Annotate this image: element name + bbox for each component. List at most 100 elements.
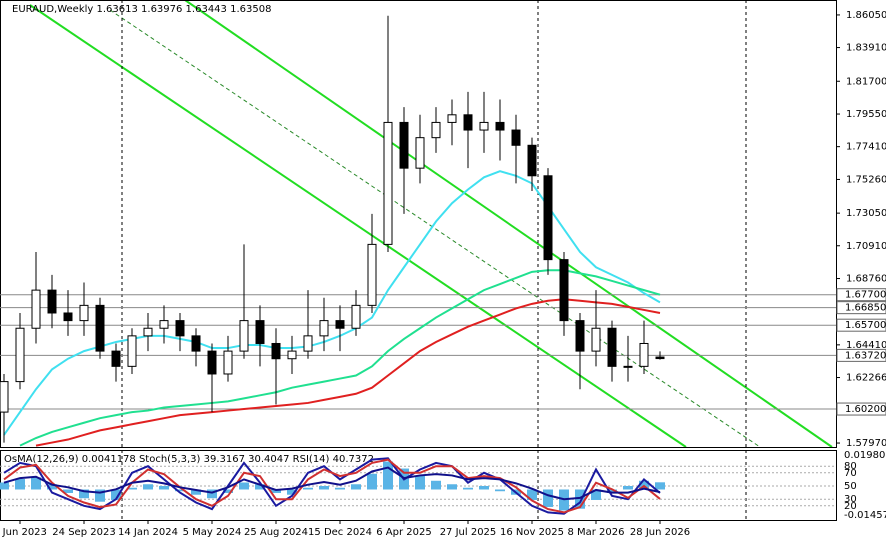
candle-body [543,175,553,261]
osma-bar [159,486,169,490]
osma-bar [351,484,361,490]
indicator-line [35,298,661,447]
osma-bar [463,487,473,490]
x-tick-label: 24 Sep 2023 [52,527,115,538]
candle-body [591,327,601,352]
osma-bar [319,486,329,490]
main-frame [0,0,837,448]
osma-bar [479,486,489,490]
osma-bar [287,489,297,495]
trend-line [29,4,687,448]
candle-body [239,320,249,352]
y-tick-label: 30 [844,494,857,505]
osma-bar [527,489,537,500]
osma-bar [655,482,665,490]
candle-body [495,121,505,131]
x-tick-label: 8 Mar 2026 [567,527,624,538]
x-tick-label: 25 Aug 2024 [244,527,308,538]
candle-body [95,304,105,352]
candle-body [623,365,633,368]
candle-body [575,320,585,352]
candle-body [111,350,121,367]
osma-bar [207,489,217,499]
osma-bar [575,489,585,509]
candle-body [607,327,617,367]
level-box [836,402,886,416]
candle-body [335,320,345,329]
osma-bar [15,479,25,490]
candle-body [175,320,185,337]
osma-bar [383,461,393,490]
osma-bar [591,489,601,500]
y-tick-label: 1.81700 [846,76,886,87]
osma-bar [95,489,105,502]
osma-bar [255,484,265,490]
level-box [836,318,886,332]
y-tick-label: 1.75260 [846,174,886,185]
x-tick-label: 14 Jan 2024 [118,527,178,538]
level-label: 1.67700 [845,290,886,301]
candle-body [479,121,489,131]
x-tick-label: 15 Dec 2024 [308,527,372,538]
y-tick-label: 1.68760 [846,274,886,285]
y-tick-label: 1.77410 [846,142,886,153]
candle-body [143,327,153,337]
trend-line [109,9,761,448]
candle-body [223,350,233,375]
level-box [836,288,886,302]
level-box [836,348,886,362]
candle-body [399,121,409,169]
indicator-title: OsMA(12,26,9) 0.0041178 Stoch(5,3,3) 39.… [4,454,374,465]
osma-bar [447,484,457,490]
candle-body [415,137,425,169]
level-label: 1.65700 [845,320,886,331]
indicator-line [3,458,661,514]
osma-bar [495,489,505,492]
x-tick-label: 16 Nov 2025 [500,527,564,538]
candle-body [0,381,9,413]
osma-bar [63,489,73,493]
y-tick-label: 50 [844,481,857,492]
y-tick-label: 1.83910 [846,43,886,54]
candle-body [559,259,569,322]
candle-body [31,289,41,329]
osma-bar [47,484,57,490]
y-tick-label: 1.73050 [846,208,886,219]
candle-body [639,342,649,367]
candle-body [287,350,297,360]
candle-body [271,342,281,360]
chart-title: EURAUD,Weekly 1.63613 1.63976 1.63443 1.… [12,4,271,15]
osma-bar [79,489,89,499]
x-tick-label: 28 Jun 2026 [630,527,690,538]
osma-bar [543,489,553,507]
trend-lines [29,0,833,448]
candle-body [655,356,665,360]
x-tick-label: 27 Jul 2025 [440,527,497,538]
x-tick-label: 6 Apr 2025 [376,527,431,538]
level-label: 1.63720 [845,350,886,361]
osma-bar [335,487,345,490]
candle-body [351,304,361,329]
osma-bar [111,489,121,500]
candle-body [159,320,169,329]
osma-bar [127,487,137,490]
indicator-line [19,269,661,447]
level-label: 1.60200 [845,404,886,415]
y-tick-label: 1.62266 [846,373,886,384]
osma-bar [367,473,377,490]
x-tick-label: 5 May 2024 [183,527,242,538]
candle-body [191,335,201,352]
osma-bar [415,475,425,490]
y-tick-label: 1.57970 [846,438,886,449]
candle-body [367,243,377,306]
osma-bar [31,477,41,490]
osma-bar [0,482,9,490]
candle-body [447,114,457,123]
y2-tick-label: 0.019805 [844,450,886,461]
y-tick-label: 1.86050 [846,10,886,21]
candle-body [383,121,393,245]
level-label: 1.66850 [845,303,886,314]
candle-body [15,327,25,383]
candle-body [303,335,313,352]
